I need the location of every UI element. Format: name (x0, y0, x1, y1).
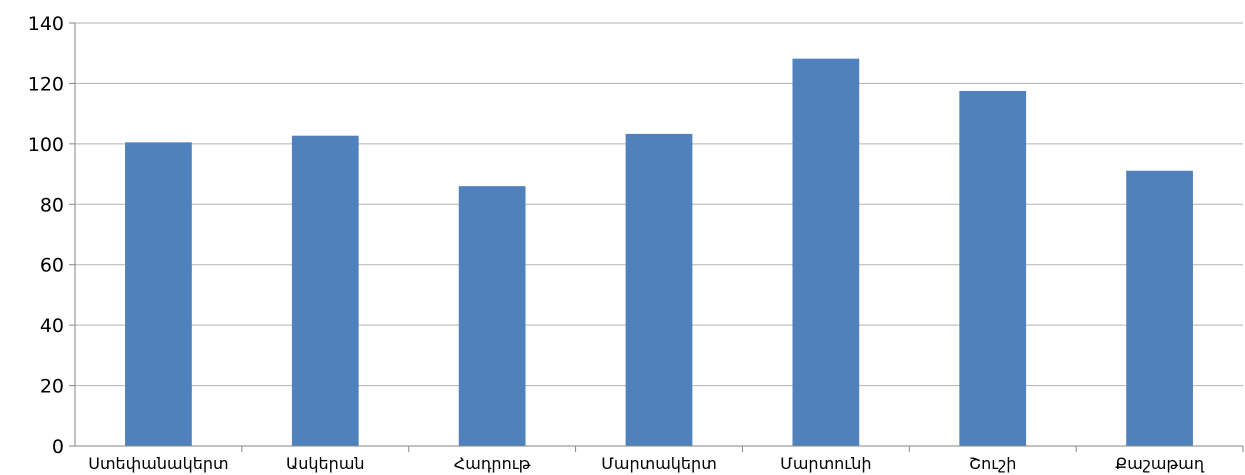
y-tick-label: 20 (40, 376, 64, 398)
x-category-label: Քաշաթաղ (1115, 454, 1205, 473)
x-category-label: Ասկերան (286, 454, 365, 473)
bars (125, 58, 1193, 447)
bar-3 (458, 186, 526, 446)
y-tick-label: 120 (28, 73, 64, 95)
bar-2 (291, 135, 359, 446)
y-tick-label: 40 (40, 315, 64, 337)
x-category-label: Հադրութ (454, 454, 531, 473)
y-tick-label: 0 (52, 436, 64, 458)
y-tick-label: 60 (40, 255, 64, 277)
x-category-label: Մարտունի (780, 454, 871, 473)
y-tick-label: 140 (28, 13, 64, 35)
axes (69, 22, 1244, 452)
x-category-labels: Ստեփանակերտ Ասկերան Հադրութ Մարտակերտ Մարտու… (88, 454, 1205, 473)
bar-5 (792, 58, 860, 446)
x-category-label: Մարտակերտ (601, 454, 717, 473)
bar-4 (625, 133, 693, 447)
bar-1 (125, 142, 192, 446)
y-tick-label: 80 (40, 194, 64, 216)
y-tick-label: 100 (28, 134, 64, 156)
x-category-label: Ստեփանակերտ (88, 454, 228, 473)
x-category-label: Շուշի (969, 454, 1016, 473)
y-tick-labels: 0 20 40 60 80 100 120 140 (28, 13, 64, 458)
bar-6 (959, 90, 1027, 446)
bar-7 (1126, 170, 1193, 446)
